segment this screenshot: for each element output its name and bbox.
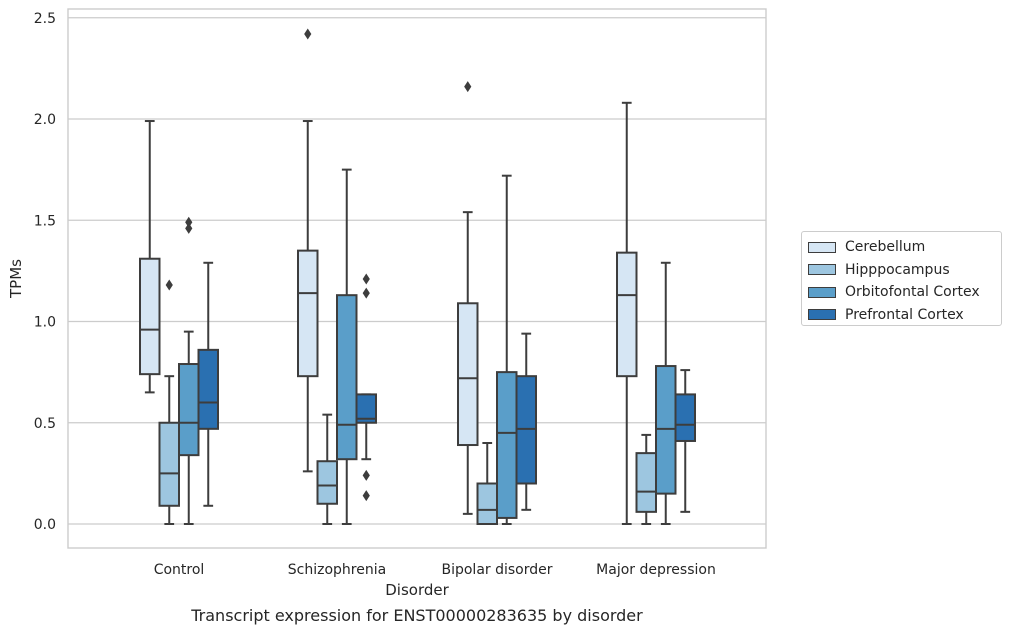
box-body [336, 294, 358, 461]
legend-label: Hipppocampus [845, 261, 950, 278]
outlier-point [464, 81, 472, 93]
box-body [655, 365, 677, 495]
legend-swatch [808, 309, 836, 321]
box-body [674, 393, 696, 442]
outlier-point [362, 490, 370, 502]
legend-swatch [808, 241, 836, 253]
legend-swatch [808, 286, 836, 298]
y-tick-label: 2.5 [34, 11, 56, 27]
outlier-point [362, 273, 370, 285]
box-body [139, 257, 161, 376]
legend-item: Hipppocampus [808, 259, 1001, 282]
y-tick-label: 2.0 [34, 112, 56, 128]
box-body [616, 251, 638, 378]
plot-frame [67, 8, 767, 549]
outlier-point [165, 279, 173, 291]
box-body [496, 371, 518, 519]
outlier-point [185, 222, 193, 234]
x-tick-label: Bipolar disorder [441, 562, 552, 578]
box-body [355, 393, 377, 424]
chart-legend: Cerebellum Hipppocampus Orbitofontal Corte… [801, 231, 1002, 326]
box-body [197, 348, 219, 430]
legend-item: Cerebellum [808, 236, 1001, 259]
legend-label: Prefrontal Cortex [845, 306, 964, 323]
y-tick-label: 0.0 [34, 517, 56, 533]
legend-label: Cerebellum [845, 239, 926, 256]
box-body [297, 249, 319, 378]
outlier-point [362, 469, 370, 481]
y-axis-label: TPMs [7, 259, 25, 299]
box-body [158, 421, 180, 507]
outlier-point [362, 287, 370, 299]
legend-item: Orbitofontal Cortex [808, 281, 1001, 304]
box-body [476, 482, 498, 525]
box-body [457, 302, 479, 447]
x-tick-label: Major depression [596, 562, 716, 578]
chart-caption: Transcript expression for ENST0000028363… [191, 606, 643, 625]
box-body [515, 375, 537, 485]
legend-swatch [808, 264, 836, 276]
legend-item: Prefrontal Cortex [808, 304, 1001, 327]
outlier-point [185, 216, 193, 228]
box-body [316, 460, 338, 505]
box-body [635, 452, 657, 513]
box-body [178, 363, 200, 457]
y-tick-label: 1.5 [34, 213, 56, 229]
x-tick-label: Schizophrenia [288, 562, 386, 578]
outlier-point [304, 28, 312, 40]
x-tick-label: Control [154, 562, 205, 578]
y-tick-label: 0.5 [34, 416, 56, 432]
legend-label: Orbitofontal Cortex [845, 284, 980, 301]
y-tick-label: 1.0 [34, 315, 56, 331]
x-axis-label: Disorder [385, 581, 449, 599]
